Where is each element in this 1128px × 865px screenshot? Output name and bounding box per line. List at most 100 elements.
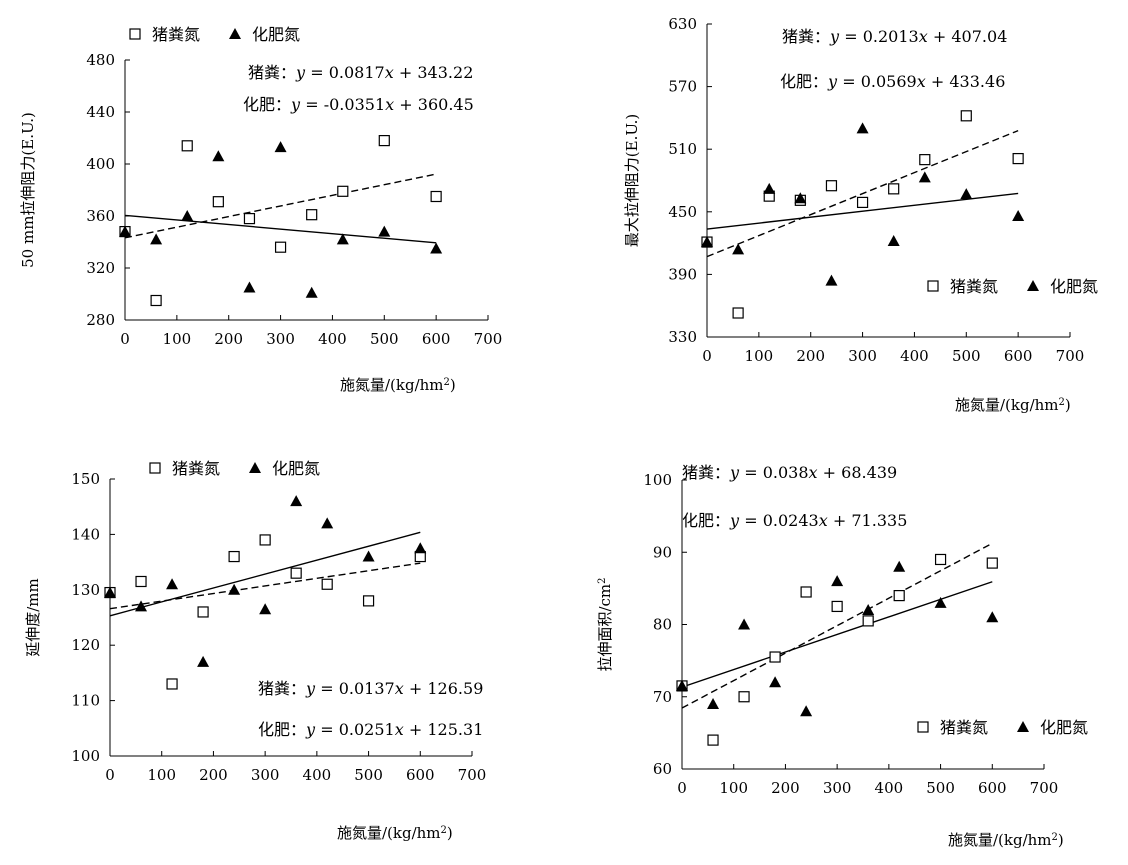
- point-manure: [800, 586, 812, 598]
- point-fertilizer: [228, 583, 241, 595]
- point-fertilizer: [119, 225, 131, 237]
- y-axis-label: 50 mm拉伸阻力(E.U.): [19, 112, 37, 268]
- point-manure: [274, 241, 287, 253]
- point-fertilizer: [960, 188, 973, 200]
- point-fertilizer: [305, 286, 318, 298]
- regression-equation-manure: 猪粪：y = 0.0137x + 126.59: [258, 679, 483, 698]
- regression-equation-fertilizer: 化肥：y = 0.0569x + 433.46: [780, 72, 1005, 91]
- point-manure: [738, 691, 750, 703]
- point-fertilizer: [243, 281, 256, 293]
- point-fertilizer: [414, 542, 427, 554]
- y-tick-label: 280: [86, 311, 115, 329]
- y-tick-label: 390: [668, 265, 697, 283]
- point-manure: [986, 557, 998, 569]
- legend-square-icon: [149, 462, 161, 474]
- x-tick-label: 200: [199, 766, 228, 784]
- point-fertilizer: [362, 550, 375, 562]
- y-axis-label: 拉伸面积/cm2: [596, 577, 614, 671]
- x-tick-label: 200: [796, 347, 825, 365]
- chart-bl: 100 110 120 130 140 150 0 100 200 300 400 500 600 700…: [24, 459, 486, 842]
- legend-label: 化肥氮: [1050, 277, 1098, 296]
- y-tick-label: 400: [86, 155, 115, 173]
- x-tick-label: 600: [1004, 347, 1033, 365]
- y-axis-label: 最大拉伸阻力(E.U.): [623, 114, 641, 247]
- y-tick-label: 630: [668, 15, 697, 33]
- x-tick-label: 500: [926, 779, 955, 797]
- regression-equation-fertilizer: 化肥：y = 0.0251x + 125.31: [258, 720, 483, 739]
- y-tick-label: 440: [86, 103, 115, 121]
- point-manure: [934, 553, 947, 566]
- point-fertilizer: [259, 603, 272, 615]
- legend-label: 猪粪氮: [172, 459, 220, 478]
- regression-equation-fertilizer: 化肥：y = 0.0243x + 71.335: [682, 511, 907, 530]
- point-manure: [856, 196, 869, 209]
- x-tick-label: 500: [370, 330, 399, 348]
- point-fertilizer: [1012, 209, 1025, 221]
- y-tick-label: 70: [653, 688, 672, 706]
- regression-equation-fertilizer: 化肥：y = -0.0351x + 360.45: [243, 95, 474, 114]
- y-tick-label: 330: [668, 328, 697, 346]
- trendline-fertilizer: [681, 581, 993, 688]
- point-manure: [888, 183, 900, 195]
- legend-square-icon: [917, 721, 929, 733]
- point-manure: [243, 213, 256, 225]
- x-tick-label: 600: [978, 779, 1007, 797]
- point-manure: [960, 110, 972, 122]
- point-manure: [181, 140, 193, 152]
- chart-tl: 280 320 360 400 440 480 0 100 200 300 400 500 600 700…: [19, 25, 502, 394]
- point-fertilizer: [166, 578, 179, 590]
- trendline-manure: [706, 129, 1019, 258]
- y-tick-label: 60: [653, 760, 672, 778]
- trendline-fertilizer: [706, 192, 1019, 230]
- point-fertilizer: [825, 274, 838, 286]
- point-fertilizer: [763, 182, 776, 194]
- legend-square-icon: [927, 280, 939, 292]
- x-axis-label: 施氮量/(kg/hm2): [948, 831, 1064, 849]
- x-tick-label: 100: [163, 330, 192, 348]
- point-manure: [862, 615, 874, 627]
- legend-label: 猪粪氮: [152, 25, 200, 44]
- y-tick-label: 120: [71, 636, 100, 654]
- y-tick-label: 130: [71, 581, 100, 599]
- legend-triangle-icon: [1027, 280, 1039, 291]
- legend-label: 化肥氮: [252, 25, 300, 44]
- point-manure: [893, 589, 905, 602]
- point-manure: [197, 606, 209, 618]
- point-fertilizer: [769, 676, 782, 688]
- x-tick-label: 600: [422, 330, 451, 348]
- point-fertilizer: [150, 233, 163, 245]
- point-fertilizer: [738, 618, 751, 630]
- trendline-manure: [109, 562, 421, 610]
- y-tick-label: 90: [653, 543, 672, 561]
- point-fertilizer: [732, 243, 745, 255]
- y-tick-label: 150: [71, 470, 100, 488]
- legend-label: 猪粪氮: [950, 277, 998, 296]
- point-fertilizer: [290, 495, 303, 507]
- x-tick-label: 300: [823, 779, 852, 797]
- x-tick-label: 0: [677, 779, 687, 797]
- y-tick-label: 360: [86, 207, 115, 225]
- x-tick-label: 400: [318, 330, 347, 348]
- x-tick-label: 0: [702, 347, 712, 365]
- point-manure: [362, 595, 375, 607]
- trendline-manure: [124, 173, 437, 239]
- chart-br: 60 70 80 90 100 0 100 200 300 400 500 600 700 拉伸面积/cm…: [596, 463, 1088, 849]
- x-tick-label: 700: [1056, 347, 1085, 365]
- y-tick-label: 80: [653, 616, 672, 634]
- point-fertilizer: [893, 560, 906, 572]
- point-fertilizer: [794, 192, 807, 204]
- point-fertilizer: [918, 171, 931, 183]
- x-tick-label: 700: [1030, 779, 1059, 797]
- y-tick-label: 140: [71, 525, 100, 543]
- point-fertilizer: [430, 242, 443, 254]
- x-tick-label: 500: [952, 347, 981, 365]
- x-tick-label: 600: [406, 766, 435, 784]
- y-tick-label: 480: [86, 51, 115, 69]
- legend-label: 猪粪氮: [940, 718, 988, 737]
- point-fertilizer: [934, 596, 947, 608]
- y-tick-label: 320: [86, 259, 115, 277]
- point-fertilizer: [104, 586, 116, 598]
- legend-label: 化肥氮: [272, 459, 320, 478]
- point-fertilizer: [831, 575, 844, 587]
